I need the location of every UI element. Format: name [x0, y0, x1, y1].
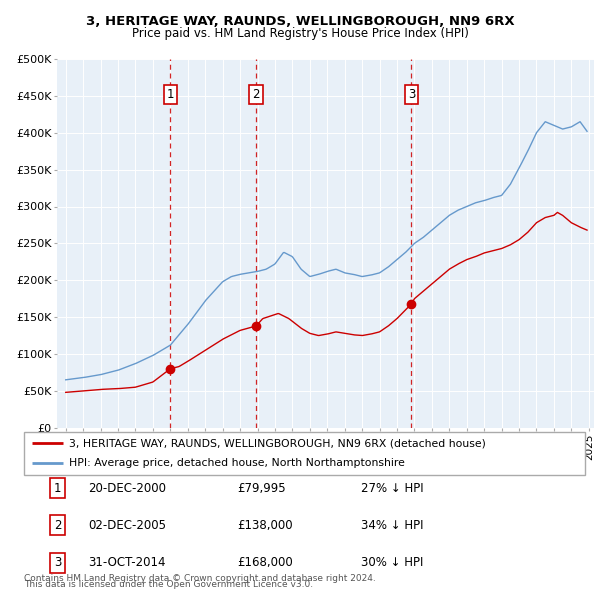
- FancyBboxPatch shape: [24, 432, 585, 475]
- Text: £138,000: £138,000: [237, 519, 293, 532]
- Text: 27% ↓ HPI: 27% ↓ HPI: [361, 481, 423, 495]
- Text: 3, HERITAGE WAY, RAUNDS, WELLINGBOROUGH, NN9 6RX: 3, HERITAGE WAY, RAUNDS, WELLINGBOROUGH,…: [86, 15, 514, 28]
- Text: Price paid vs. HM Land Registry's House Price Index (HPI): Price paid vs. HM Land Registry's House …: [131, 27, 469, 40]
- Text: 02-DEC-2005: 02-DEC-2005: [89, 519, 167, 532]
- Text: £168,000: £168,000: [237, 556, 293, 569]
- Text: HPI: Average price, detached house, North Northamptonshire: HPI: Average price, detached house, Nort…: [69, 458, 405, 468]
- Text: 3: 3: [54, 556, 61, 569]
- Text: 34% ↓ HPI: 34% ↓ HPI: [361, 519, 423, 532]
- Text: 3, HERITAGE WAY, RAUNDS, WELLINGBOROUGH, NN9 6RX (detached house): 3, HERITAGE WAY, RAUNDS, WELLINGBOROUGH,…: [69, 438, 486, 448]
- Text: 31-OCT-2014: 31-OCT-2014: [89, 556, 166, 569]
- Text: 2: 2: [54, 519, 61, 532]
- Text: This data is licensed under the Open Government Licence v3.0.: This data is licensed under the Open Gov…: [24, 581, 313, 589]
- Text: 20-DEC-2000: 20-DEC-2000: [89, 481, 167, 495]
- Text: 30% ↓ HPI: 30% ↓ HPI: [361, 556, 423, 569]
- Text: £79,995: £79,995: [237, 481, 286, 495]
- Text: 3: 3: [408, 88, 415, 101]
- Text: 1: 1: [54, 481, 61, 495]
- Text: 1: 1: [167, 88, 174, 101]
- Text: 2: 2: [253, 88, 260, 101]
- Text: Contains HM Land Registry data © Crown copyright and database right 2024.: Contains HM Land Registry data © Crown c…: [24, 574, 376, 583]
